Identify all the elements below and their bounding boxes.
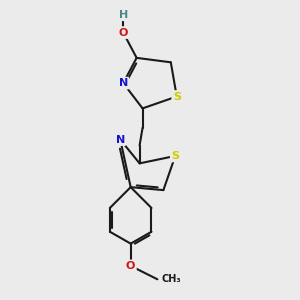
Text: N: N [116,135,125,145]
Text: N: N [118,78,128,88]
Text: O: O [118,28,128,38]
Text: CH₃: CH₃ [162,274,182,284]
Text: S: S [173,92,181,101]
Text: H: H [118,10,128,20]
Text: O: O [126,261,135,271]
Text: S: S [171,151,179,161]
